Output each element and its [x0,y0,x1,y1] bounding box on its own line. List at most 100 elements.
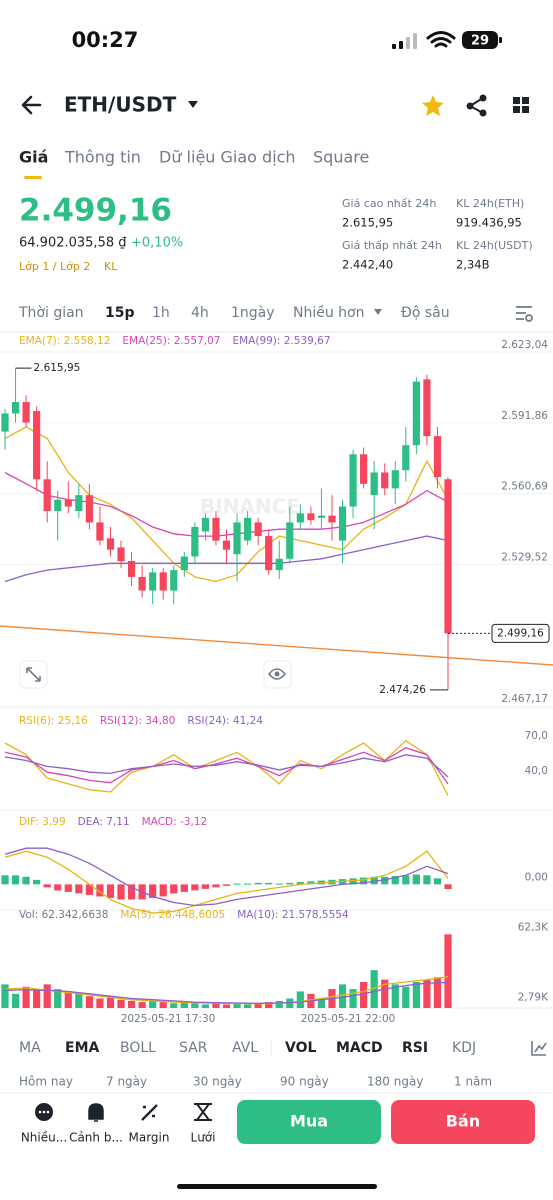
candle-body [233,522,241,555]
range-tab[interactable]: 1 năm [454,1075,492,1089]
volume-bar [149,1000,157,1008]
back-button[interactable] [21,95,42,115]
sell-button[interactable] [391,1100,535,1144]
candle-body [296,513,304,523]
stats: Giá cao nhất 24h 2.615,95 KL 24h(ETH) 919.4… [342,197,533,272]
range-tab[interactable]: 30 ngày [193,1075,242,1089]
macd-bar [96,884,104,897]
y-tick-label: 62,3K [518,921,549,933]
favorite-star[interactable] [422,95,444,116]
volume-bar [349,989,357,1008]
tab[interactable]: Giá [19,148,48,167]
indicator-tab[interactable]: RSI [402,1040,428,1056]
eye-pupil [274,671,280,677]
macd-bar [307,881,315,885]
macd-bar [286,882,294,885]
buy-button[interactable] [237,1100,381,1144]
indicator-tab[interactable]: SAR [179,1040,208,1056]
candle-body [11,402,20,414]
interval[interactable]: Nhiều hơn [293,304,364,321]
macd-bar [254,882,262,885]
action-label[interactable]: Nhiều... [21,1131,67,1145]
indicator-tab[interactable]: MA [19,1040,41,1056]
indicator-tab[interactable]: MACD [336,1040,383,1056]
candle-body [1,413,9,432]
tab[interactable]: Dữ liệu Giao dịch [159,148,296,167]
layout-button[interactable] [513,97,529,113]
stat-label: KL 24h(USDT) [456,239,533,252]
indicator-line [4,746,449,785]
interval[interactable]: 4h [191,305,209,321]
candle-body [254,522,262,537]
indicator-line [4,754,449,778]
range-tab[interactable]: 90 ngày [280,1075,329,1089]
candle-body [43,479,51,512]
indicator-tab[interactable]: AVL [232,1040,258,1056]
pair-title[interactable]: ETH/USDT [64,93,177,117]
interval[interactable]: 15p [105,305,135,321]
volume-bar [138,1002,146,1008]
action-label[interactable]: Lưới [191,1131,216,1145]
macd-bar [75,884,83,894]
pair-dropdown[interactable] [188,101,198,108]
volume-bar [423,979,431,1008]
macd-bar [222,884,231,886]
share-button[interactable] [466,94,487,117]
candle-body [64,499,72,507]
home-indicator [177,1184,377,1189]
interval[interactable]: Độ sâu [401,305,450,321]
indicator-tab[interactable]: KDJ [452,1040,476,1056]
category-tag[interactable]: KL [104,260,118,273]
interval[interactable]: Thời gian [18,305,84,321]
category-tag[interactable]: Lớp 1 / Lớp 2 [19,260,90,273]
indicator-fade [500,1036,553,1060]
tab[interactable]: Square [313,148,369,167]
candle-body [33,411,41,480]
indicator-tab[interactable]: BOLL [120,1040,156,1056]
action-label[interactable]: Cảnh b... [69,1131,123,1145]
y-tick-label: 2.560,69 [501,481,548,493]
macd-bar [296,882,304,885]
indicator-tab[interactable]: VOL [285,1040,316,1056]
interval[interactable]: 1h [152,305,170,321]
macd-bar [265,882,273,885]
indicator-tab[interactable]: EMA [65,1040,99,1056]
macd-bar [43,884,51,888]
candle-body [317,515,326,518]
chart: BINANCE 2.623,04 2.591,86 2.560,69 2.529,52 2… [0,335,553,1009]
chart-settings-icon[interactable] [516,306,533,322]
macd-bar [381,876,389,885]
indicator-legend: DEA: 7,11 [78,816,130,828]
volume-bar [96,998,104,1008]
signal-icon [392,33,417,49]
range-tab[interactable]: 7 ngày [106,1075,147,1089]
buy-label[interactable]: Mua [290,1112,328,1131]
battery-tip [499,37,502,43]
stat-label: KL 24h(ETH) [456,197,524,210]
range-tab[interactable]: 180 ngày [367,1075,423,1089]
macd-bar [233,883,241,885]
eye-icon [267,668,287,680]
stat-value: 2.442,40 [342,258,393,272]
candle-body [381,472,389,489]
candle-body [170,570,178,591]
volume-bar [170,1003,178,1008]
action-label[interactable]: Margin [129,1131,170,1145]
last-price: 2.499,16 [19,193,172,229]
volume-bar [296,991,304,1008]
candle-body [286,522,294,559]
sell-label[interactable]: Bán [446,1112,480,1131]
tab[interactable]: Thông tin [64,148,141,167]
candle-body [402,445,410,471]
date-label: 2025-05-21 22:00 [301,1013,396,1025]
battery-icon [462,31,498,49]
wifi-icon [426,31,456,48]
stat-label: Giá cao nhất 24h [342,197,436,210]
last-price-tag-label: 2.499,16 [497,627,544,639]
draw-tool-icon[interactable] [531,1041,547,1056]
interval[interactable]: 1ngày [231,305,275,321]
macd-bar [159,884,167,897]
indicator-legend: EMA(99): 2.539,67 [232,335,330,347]
range-tab[interactable]: Hôm nay [19,1075,73,1089]
